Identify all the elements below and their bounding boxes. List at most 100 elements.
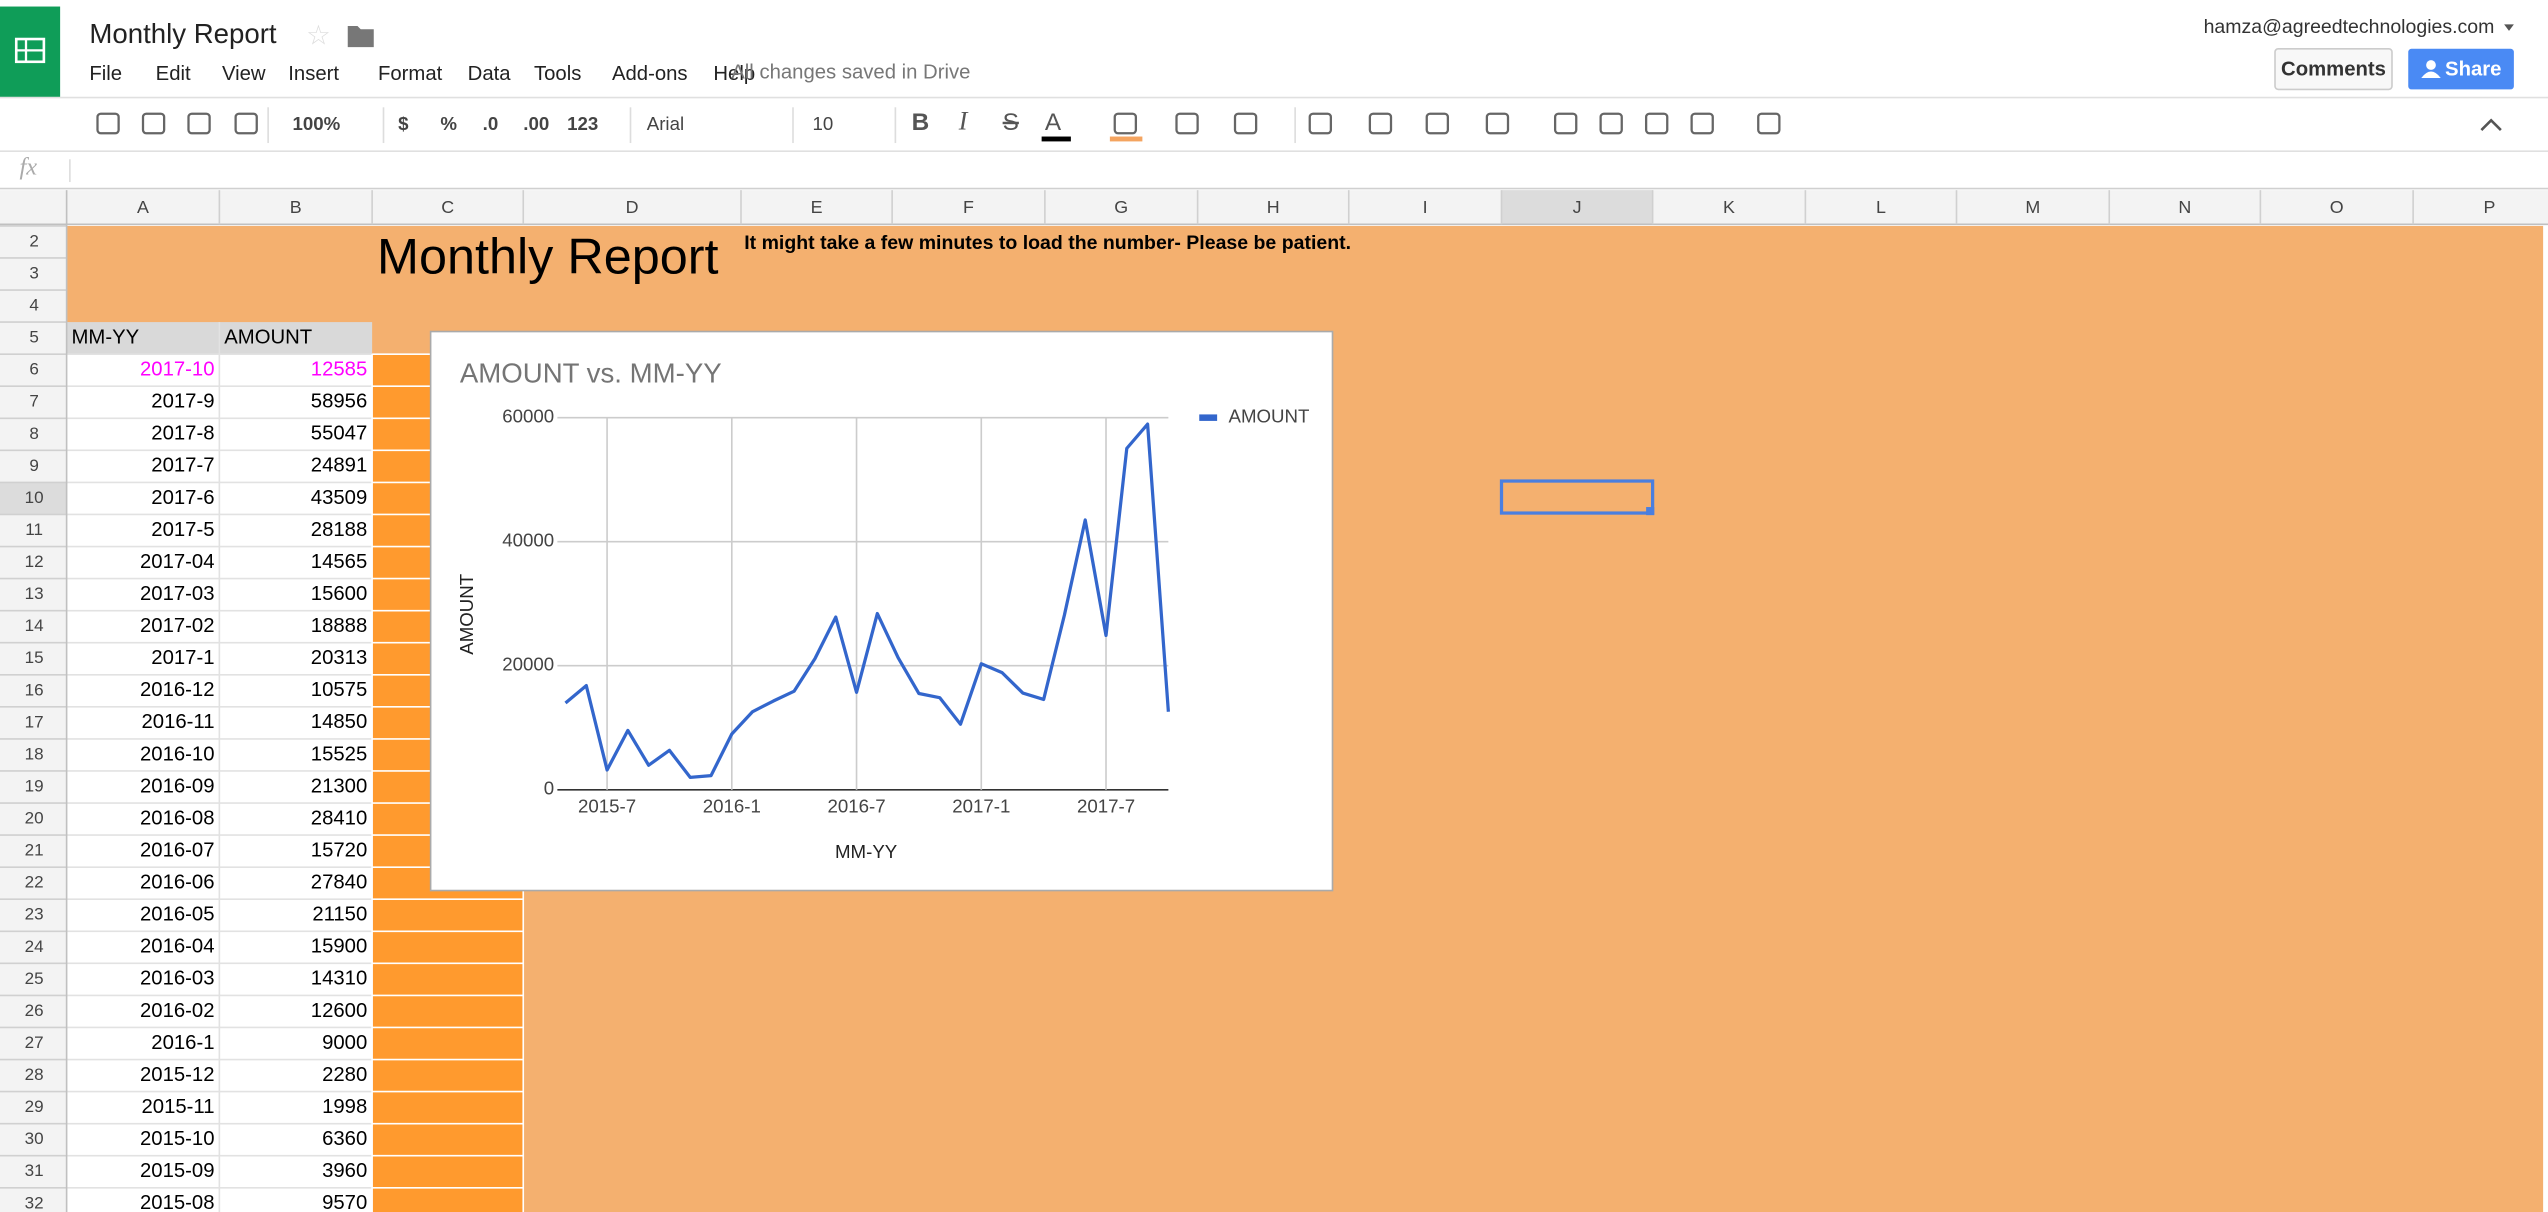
- row-header[interactable]: 4: [29, 296, 38, 315]
- menu-item[interactable]: Help: [713, 63, 755, 85]
- toolbar-zoom[interactable]: 100%: [293, 113, 341, 134]
- row-header[interactable]: 18: [25, 744, 44, 763]
- toolbar-italic[interactable]: I: [958, 107, 969, 136]
- toolbar-currency[interactable]: $: [398, 113, 409, 134]
- column-header[interactable]: B: [290, 197, 302, 217]
- row-header[interactable]: 29: [25, 1097, 44, 1116]
- row-header[interactable]: 28: [25, 1065, 44, 1084]
- menu-item[interactable]: Edit: [156, 63, 191, 85]
- column-header[interactable]: H: [1267, 197, 1280, 217]
- comments-button[interactable]: [2274, 47, 2393, 91]
- toolbar-icon[interactable]: [1553, 112, 1578, 135]
- column-header[interactable]: M: [2025, 197, 2040, 217]
- collapse-icon[interactable]: [2480, 118, 2502, 131]
- column-header[interactable]: I: [1423, 197, 1428, 217]
- toolbar-icon[interactable]: [1113, 112, 1138, 135]
- row-header[interactable]: 21: [25, 841, 44, 860]
- toolbar-percent[interactable]: %: [440, 113, 457, 134]
- row-header[interactable]: 20: [25, 809, 44, 828]
- toolbar-icon[interactable]: [1175, 112, 1199, 135]
- toolbar-font[interactable]: Arial: [647, 113, 684, 134]
- row-header[interactable]: 13: [25, 584, 44, 603]
- row-header[interactable]: 23: [25, 905, 44, 924]
- row-header[interactable]: 27: [25, 1033, 44, 1052]
- column-header[interactable]: F: [963, 197, 974, 217]
- toolbar-font-size[interactable]: 10: [813, 113, 834, 134]
- row-header[interactable]: 17: [25, 712, 44, 731]
- menu-item[interactable]: File: [89, 63, 122, 85]
- row-header[interactable]: 19: [25, 776, 44, 795]
- column-header[interactable]: J: [1573, 197, 1582, 217]
- column-header[interactable]: P: [2484, 197, 2496, 217]
- row-header[interactable]: 30: [25, 1129, 44, 1148]
- column-header[interactable]: K: [1723, 197, 1735, 217]
- share-label[interactable]: Share: [2445, 58, 2501, 80]
- row-header[interactable]: 2: [29, 231, 38, 250]
- toolbar-number-format[interactable]: 123: [567, 113, 598, 134]
- row-header[interactable]: 3: [29, 264, 38, 283]
- row-header[interactable]: 5: [29, 328, 38, 347]
- comments-label[interactable]: Comments: [2281, 58, 2386, 80]
- toolbar-icon[interactable]: [1425, 112, 1450, 135]
- row-header[interactable]: 6: [29, 360, 38, 379]
- star-icon[interactable]: ☆: [306, 20, 331, 51]
- share-button[interactable]: [2408, 48, 2514, 90]
- row-header[interactable]: 22: [25, 873, 44, 892]
- toolbar-icon[interactable]: [1233, 112, 1258, 135]
- row-header[interactable]: 9: [29, 456, 38, 475]
- column-header[interactable]: G: [1114, 197, 1128, 217]
- toolbar-icon[interactable]: [1368, 112, 1393, 135]
- sheets-logo[interactable]: [0, 6, 61, 98]
- row-header[interactable]: 8: [29, 424, 38, 443]
- table-cell: 3960: [322, 1160, 367, 1182]
- row-header[interactable]: 10: [25, 488, 44, 507]
- column-header[interactable]: N: [2178, 197, 2191, 217]
- row-header[interactable]: 7: [29, 392, 38, 411]
- row-header[interactable]: 31: [25, 1161, 44, 1180]
- toolbar-icon[interactable]: [234, 112, 258, 135]
- column-header[interactable]: L: [1876, 197, 1886, 217]
- menu-item[interactable]: Data: [468, 63, 512, 85]
- account[interactable]: hamza@agreedtechnologies.com: [2204, 16, 2495, 38]
- folder-icon[interactable]: [347, 26, 374, 48]
- fill-handle[interactable]: [1646, 507, 1655, 516]
- table-cell: 55047: [311, 423, 367, 445]
- column-header[interactable]: A: [137, 197, 149, 217]
- row-header[interactable]: 26: [25, 1001, 44, 1020]
- toolbar-text-color[interactable]: A: [1045, 109, 1062, 136]
- selected-cell[interactable]: [1499, 479, 1655, 515]
- row-header[interactable]: 32: [25, 1193, 44, 1212]
- row-header[interactable]: 14: [25, 616, 44, 635]
- chart-frame[interactable]: [429, 330, 1334, 892]
- column-header[interactable]: O: [2330, 197, 2344, 217]
- account-caret[interactable]: [2504, 24, 2514, 31]
- toolbar-strike[interactable]: S: [1003, 109, 1019, 136]
- column-header[interactable]: D: [626, 197, 639, 217]
- column-header[interactable]: C: [441, 197, 454, 217]
- toolbar-icon[interactable]: [1599, 112, 1623, 135]
- toolbar-icon[interactable]: [187, 112, 211, 135]
- toolbar-icon[interactable]: [96, 112, 120, 135]
- menu-item[interactable]: View: [222, 63, 266, 85]
- row-header[interactable]: 24: [25, 937, 44, 956]
- toolbar-icon[interactable]: [1690, 112, 1714, 135]
- row-header[interactable]: 16: [25, 680, 44, 699]
- toolbar-increase-decimal[interactable]: .00: [523, 113, 549, 134]
- toolbar-icon[interactable]: [1308, 112, 1333, 135]
- row-header[interactable]: 25: [25, 969, 44, 988]
- menu-item[interactable]: Format: [378, 63, 443, 85]
- toolbar-icon[interactable]: [1757, 112, 1781, 135]
- menu-item[interactable]: Tools: [534, 63, 581, 85]
- toolbar-icon[interactable]: [141, 112, 166, 135]
- toolbar-bold[interactable]: B: [912, 109, 930, 136]
- menu-item[interactable]: Insert: [288, 63, 339, 85]
- column-header[interactable]: E: [811, 197, 823, 217]
- row-header[interactable]: 15: [25, 648, 44, 667]
- doc-title[interactable]: Monthly Report: [89, 18, 277, 49]
- row-header[interactable]: 12: [25, 552, 44, 571]
- row-header[interactable]: 11: [25, 520, 43, 539]
- toolbar-icon[interactable]: [1644, 112, 1669, 135]
- menu-item[interactable]: Add-ons: [612, 63, 688, 85]
- toolbar-decrease-decimal[interactable]: .0: [483, 113, 499, 134]
- toolbar-icon[interactable]: [1485, 112, 1510, 135]
